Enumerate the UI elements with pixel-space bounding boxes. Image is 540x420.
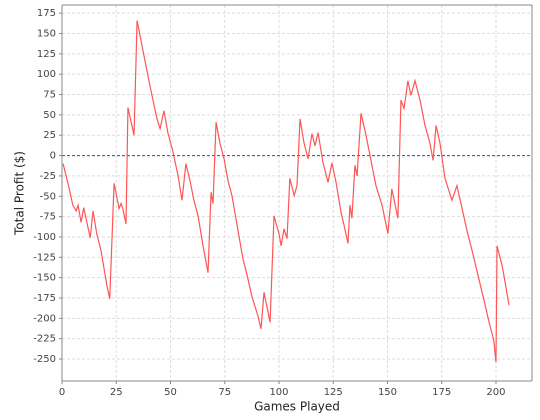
plot-area (62, 5, 532, 381)
y-tick-label: 50 (43, 110, 56, 121)
y-tick-label: -150 (33, 273, 56, 284)
x-tick-label: 25 (110, 387, 123, 398)
x-tick-label: 75 (218, 387, 231, 398)
x-tick-label: 125 (324, 387, 343, 398)
y-tick-label: 0 (50, 151, 56, 162)
y-tick-label: 75 (43, 90, 56, 101)
x-tick-label: 0 (59, 387, 65, 398)
y-tick-label: -75 (40, 212, 56, 223)
y-tick-label: 100 (37, 69, 56, 80)
y-tick-label: -125 (33, 252, 56, 263)
x-tick-label: 50 (164, 387, 177, 398)
y-tick-label: 25 (43, 130, 56, 141)
y-tick-label: -200 (33, 313, 56, 324)
y-tick-label: -225 (33, 334, 56, 345)
y-tick-label: -25 (40, 171, 56, 182)
y-tick-label: 175 (37, 8, 56, 19)
y-tick-label: 125 (37, 49, 56, 60)
x-axis-title: Games Played (254, 400, 340, 414)
x-tick-label: 175 (432, 387, 451, 398)
y-tick-label: 150 (37, 28, 56, 39)
x-tick-label: 100 (269, 387, 288, 398)
y-tick-label: -175 (33, 293, 56, 304)
y-tick-label: -250 (33, 354, 56, 365)
x-tick-label: 150 (378, 387, 397, 398)
data-line (62, 20, 510, 363)
y-tick-label: -100 (33, 232, 56, 243)
x-tick-label: 200 (486, 387, 505, 398)
y-axis-title: Total Profit ($) (13, 151, 27, 236)
y-tick-label: -50 (40, 191, 56, 202)
